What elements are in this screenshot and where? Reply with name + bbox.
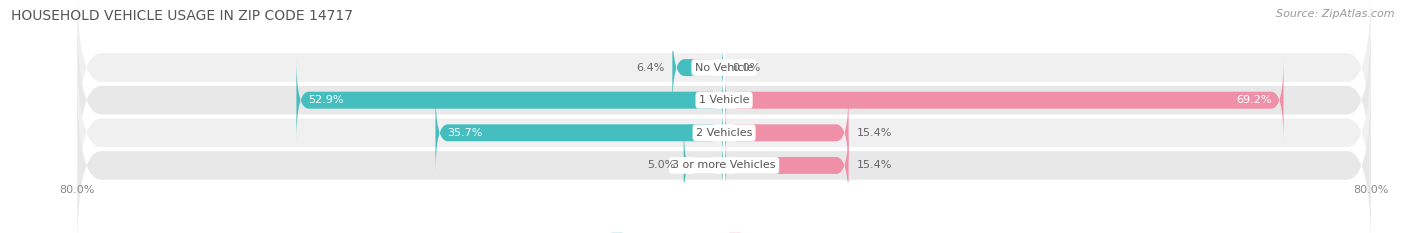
FancyBboxPatch shape	[683, 125, 724, 206]
FancyBboxPatch shape	[77, 82, 1371, 233]
Text: 5.0%: 5.0%	[647, 161, 676, 170]
Text: 1 Vehicle: 1 Vehicle	[699, 95, 749, 105]
Text: 6.4%: 6.4%	[636, 63, 664, 72]
FancyBboxPatch shape	[436, 92, 724, 173]
Legend: Owner-occupied, Renter-occupied: Owner-occupied, Renter-occupied	[607, 229, 841, 233]
FancyBboxPatch shape	[77, 17, 1371, 184]
Text: 2 Vehicles: 2 Vehicles	[696, 128, 752, 138]
Text: 15.4%: 15.4%	[856, 128, 891, 138]
FancyBboxPatch shape	[77, 49, 1371, 216]
FancyBboxPatch shape	[724, 92, 849, 173]
Text: 52.9%: 52.9%	[308, 95, 344, 105]
Text: 15.4%: 15.4%	[856, 161, 891, 170]
Text: 69.2%: 69.2%	[1236, 95, 1271, 105]
FancyBboxPatch shape	[724, 60, 1284, 141]
FancyBboxPatch shape	[672, 27, 724, 108]
FancyBboxPatch shape	[297, 60, 724, 141]
Text: Source: ZipAtlas.com: Source: ZipAtlas.com	[1277, 9, 1395, 19]
Text: 0.0%: 0.0%	[733, 63, 761, 72]
Text: 3 or more Vehicles: 3 or more Vehicles	[672, 161, 776, 170]
Text: 35.7%: 35.7%	[447, 128, 484, 138]
Text: No Vehicle: No Vehicle	[695, 63, 754, 72]
FancyBboxPatch shape	[724, 125, 849, 206]
FancyBboxPatch shape	[77, 0, 1371, 151]
Text: HOUSEHOLD VEHICLE USAGE IN ZIP CODE 14717: HOUSEHOLD VEHICLE USAGE IN ZIP CODE 1471…	[11, 9, 353, 23]
